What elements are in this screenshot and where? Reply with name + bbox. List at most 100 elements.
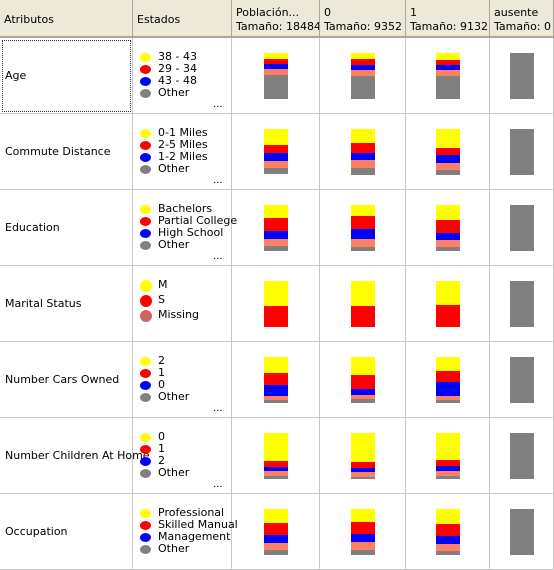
header-state-1[interactable]: 1 Tamaño: 9132 [406,0,490,38]
attribute-cell[interactable]: Number Children At Home [0,418,150,494]
histogram-cell[interactable] [232,38,320,114]
states-legend-cell[interactable]: 0 1 2 Other... [133,418,232,494]
table-row[interactable]: Occupation Professional Skilled Manual Mana… [0,494,554,570]
histogram-segment [264,153,288,161]
states-legend-cell[interactable]: Bachelors Partial College High School Other… [133,190,237,266]
state-label: Other [158,238,190,251]
header-poblacion[interactable]: Población... Tamaño: 18484 [232,0,320,38]
attribute-cell[interactable]: Number Cars Owned [0,342,133,418]
histogram-segment [351,59,375,65]
header-column-size: Tamaño: 0 [494,20,551,33]
histogram-cell[interactable] [320,418,406,494]
histogram-segment [436,466,460,471]
histogram-cell[interactable] [406,114,490,190]
histogram-cell[interactable] [232,114,320,190]
histogram-cell[interactable] [490,266,554,342]
histogram-cell[interactable] [232,342,320,418]
histogram-segment [264,218,288,231]
histogram-cell[interactable] [320,342,406,418]
histogram-cell[interactable] [320,114,406,190]
histogram-segment [351,205,375,216]
header-column-size: Tamaño: 9132 [410,20,488,33]
histogram-segment [264,145,288,153]
table-row[interactable]: Commute Distance 0-1 Miles 2-5 Miles 1-2 Mi… [0,114,554,190]
histogram-segment [264,385,288,396]
states-legend-cell[interactable]: 38 - 43 29 - 34 43 - 48 Other... [133,38,232,114]
attribute-cell[interactable]: Commute Distance [0,114,133,190]
more-states-indicator[interactable]: ... [213,175,223,186]
state-label: Skilled Manual [158,518,238,531]
states-legend-cell[interactable]: 2 1 0 Other... [133,342,232,418]
state-color-dot-icon [140,77,151,86]
state-label: High School [158,226,224,239]
more-states-indicator[interactable]: ... [213,99,223,110]
stacked-histogram-bar [510,357,534,403]
attribute-cell[interactable]: Age [0,38,133,114]
histogram-cell[interactable] [406,266,490,342]
histogram-cell[interactable] [320,494,406,570]
more-states-indicator[interactable]: ... [213,251,223,262]
histogram-segment [264,476,288,479]
histogram-cell[interactable] [320,266,406,342]
stacked-histogram-bar [351,281,375,327]
header-ausente[interactable]: ausente Tamaño: 0 [490,0,554,38]
attribute-cell[interactable]: Education [0,190,133,266]
histogram-cell[interactable] [406,190,490,266]
attribute-label: Marital Status [5,297,82,310]
histogram-segment [436,400,460,403]
more-states-indicator[interactable]: ... [213,403,223,414]
histogram-cell[interactable] [320,38,406,114]
more-states-indicator[interactable]: ... [213,479,223,490]
stacked-histogram-bar [351,129,375,175]
header-atributos[interactable]: Atributos [0,0,133,38]
histogram-cell[interactable] [320,190,406,266]
histogram-segment [264,231,288,239]
histogram-segment [351,247,375,251]
histogram-segment [510,53,534,99]
table-row[interactable]: Marital Status M S Missing [0,266,554,342]
histogram-cell[interactable] [232,190,320,266]
stacked-histogram-bar [264,433,288,479]
state-label: 43 - 48 [158,74,197,87]
histogram-segment [436,371,460,382]
table-row[interactable]: Number Children At Home 0 1 2 Other... [0,418,554,494]
histogram-cell[interactable] [406,342,490,418]
attribute-cell[interactable]: Occupation [0,494,133,570]
table-row[interactable]: Age 38 - 43 29 - 34 43 - 48 Other... [0,38,554,114]
states-legend-cell[interactable]: M S Missing [133,266,232,342]
state-color-dot-icon [140,545,151,554]
histogram-segment [436,148,460,155]
histogram-segment [436,536,460,544]
histogram-cell[interactable] [490,342,554,418]
histogram-cell[interactable] [490,190,554,266]
histogram-cell[interactable] [490,38,554,114]
stacked-histogram-bar [264,53,288,99]
states-legend-cell[interactable]: 0-1 Miles 2-5 Miles 1-2 Miles Other... [133,114,232,190]
stacked-histogram-bar [510,53,534,99]
histogram-segment [264,246,288,251]
state-color-dot-icon [140,229,151,238]
state-label: Bachelors [158,202,213,215]
states-legend-cell[interactable]: Professional Skilled Manual Management Othe… [133,494,238,570]
histogram-segment [351,477,375,479]
header-estados[interactable]: Estados [133,0,232,38]
histogram-segment [351,399,375,403]
histogram-cell[interactable] [490,114,554,190]
histogram-cell[interactable] [490,418,554,494]
table-row[interactable]: Education Bachelors Partial College High Sc… [0,190,554,266]
histogram-segment [510,129,534,175]
histogram-cell[interactable] [406,38,490,114]
header-state-0[interactable]: 0 Tamaño: 9352 [320,0,406,38]
histogram-cell[interactable] [490,494,554,570]
histogram-cell[interactable] [232,266,320,342]
histogram-segment [351,143,375,153]
table-row[interactable]: Number Cars Owned 2 1 0 Other... [0,342,554,418]
histogram-cell[interactable] [406,494,490,570]
histogram-cell[interactable] [232,494,320,570]
histogram-cell[interactable] [232,418,320,494]
state-label: 1 [158,366,165,379]
attribute-cell[interactable]: Marital Status [0,266,133,342]
stacked-histogram-bar [510,433,534,479]
histogram-cell[interactable] [406,418,490,494]
histogram-segment [436,205,460,220]
